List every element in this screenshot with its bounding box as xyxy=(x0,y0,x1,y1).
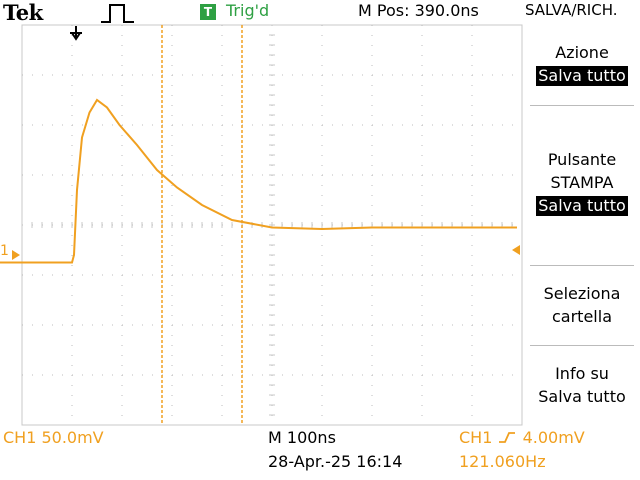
menu-divider xyxy=(530,105,634,106)
horizontal-position: M Pos: 390.0ns xyxy=(358,1,479,20)
graticule-grid xyxy=(21,24,523,426)
trigger-level: 4.00mV xyxy=(522,428,585,447)
print-button-label-2: STAMPA xyxy=(550,173,614,192)
menu-divider xyxy=(530,345,634,346)
action-label: Azione xyxy=(555,43,609,62)
time-cursors xyxy=(161,25,243,425)
select-folder-line-1: Seleziona xyxy=(543,284,621,303)
ch1-scale: CH1 50.0mV xyxy=(3,428,104,447)
trigger-source: CH1 xyxy=(459,428,493,447)
menu-divider xyxy=(530,265,634,266)
trigger-position-icon xyxy=(70,26,82,41)
info-save-all-button[interactable]: Info su Salva tutto xyxy=(524,362,640,408)
select-folder-button[interactable]: Seleziona cartella xyxy=(524,282,640,328)
action-menu-button[interactable]: Azione Salva tutto xyxy=(524,41,640,87)
acquisition-mode-icon xyxy=(101,4,134,23)
brand-logo: Tek xyxy=(3,0,43,25)
trigger-status: Trig'd xyxy=(226,1,270,20)
action-value: Salva tutto xyxy=(536,66,628,86)
ch1-ground-marker: 1 xyxy=(0,243,9,259)
rising-edge-icon xyxy=(499,432,516,443)
info-line-1: Info su xyxy=(555,364,609,383)
print-button-menu-button[interactable]: Pulsante STAMPA Salva tutto xyxy=(524,148,640,217)
print-button-value: Salva tutto xyxy=(536,196,628,216)
print-button-label-1: Pulsante xyxy=(547,150,617,169)
timebase: M 100ns xyxy=(268,428,336,447)
ch1-waveform xyxy=(0,98,517,264)
select-folder-line-2: cartella xyxy=(552,307,612,326)
ground-arrow-icon xyxy=(12,250,20,260)
trigger-level-icon xyxy=(512,245,520,255)
trigger-badge: T xyxy=(200,4,216,20)
info-line-2: Salva tutto xyxy=(538,387,626,406)
menu-title: SALVA/RICH. xyxy=(525,1,618,19)
frequency-readout: 121.060Hz xyxy=(459,452,546,471)
trigger-readout: CH1 4.00mV xyxy=(459,428,585,447)
date-time: 28-Apr.-25 16:14 xyxy=(268,452,403,471)
